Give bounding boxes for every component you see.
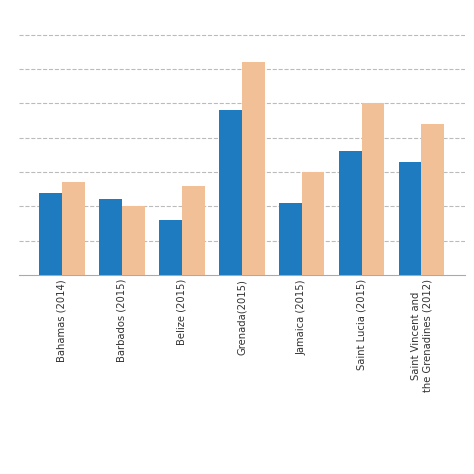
Bar (279, 203, 301, 275)
Bar (159, 220, 182, 275)
Bar (399, 162, 421, 275)
Bar (219, 110, 242, 275)
Bar (362, 103, 384, 275)
Bar (421, 124, 444, 275)
Bar (99, 200, 122, 275)
Bar (301, 172, 324, 275)
Bar (39, 192, 62, 275)
Bar (242, 62, 264, 275)
Bar (122, 206, 145, 275)
Bar (62, 182, 85, 275)
Bar (182, 186, 205, 275)
Legend: Male, Female: Male, Female (169, 469, 315, 474)
Bar (339, 151, 362, 275)
